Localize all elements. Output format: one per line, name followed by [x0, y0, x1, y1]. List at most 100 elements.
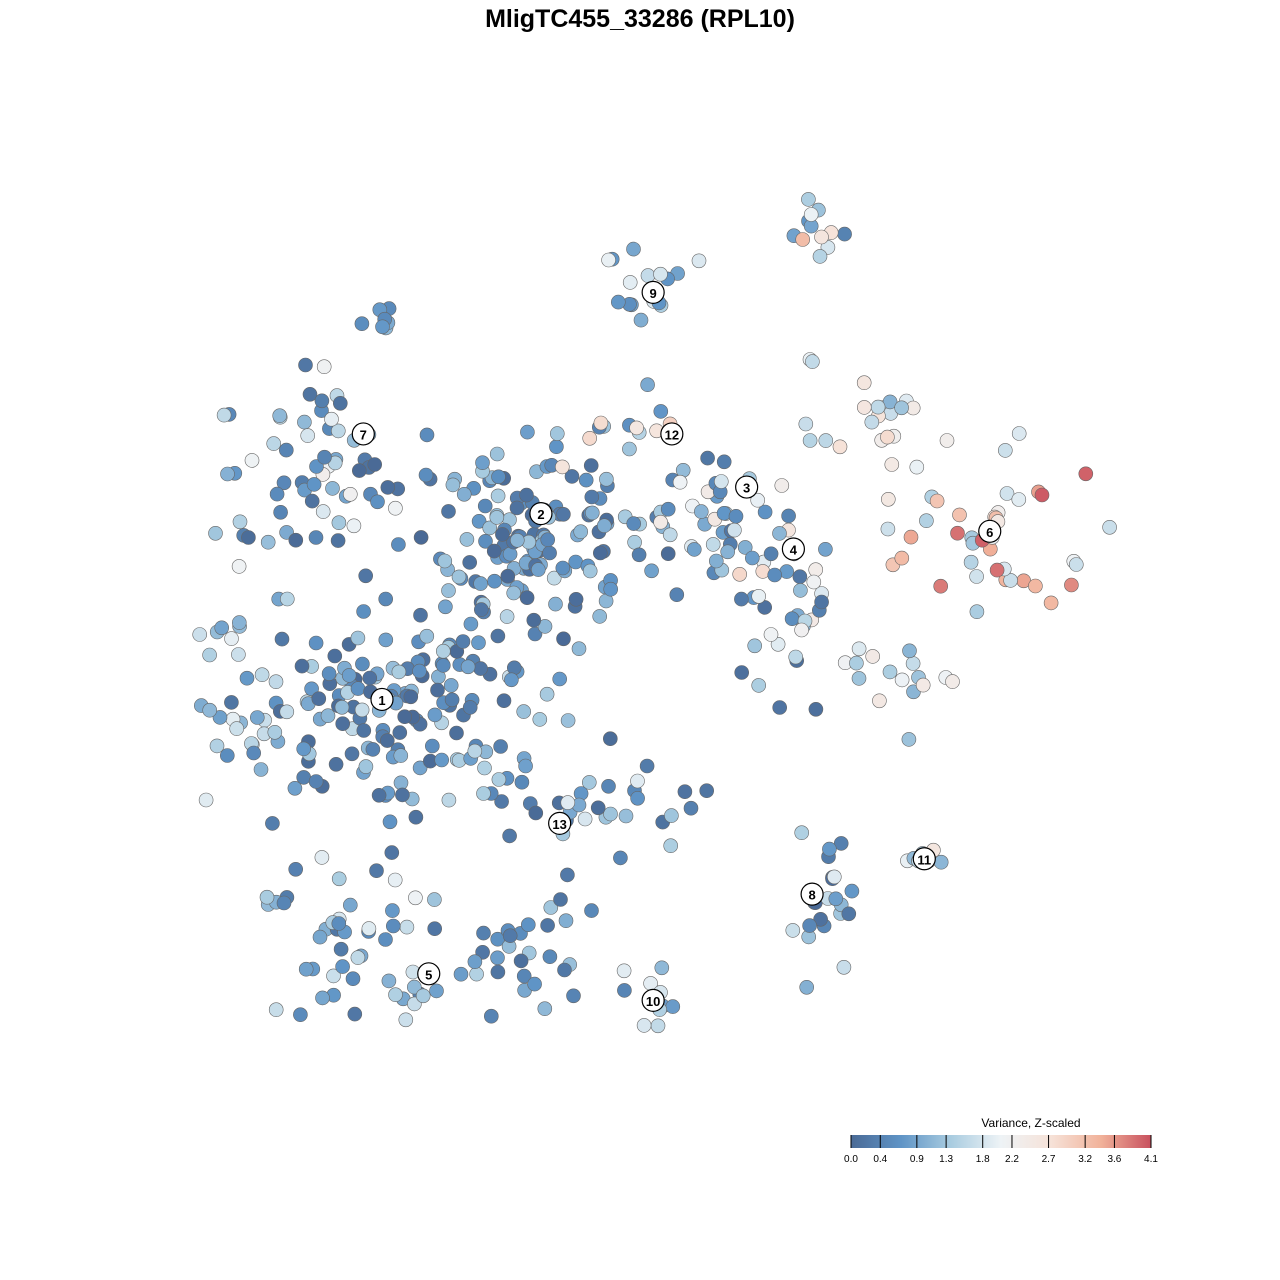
data-point — [328, 756, 344, 772]
data-point — [315, 504, 331, 519]
cluster-label-9: 9 — [641, 280, 665, 304]
data-point — [192, 627, 207, 642]
data-point — [560, 867, 575, 883]
data-point — [311, 691, 327, 707]
data-point — [699, 783, 715, 799]
data-point — [929, 493, 945, 509]
cluster-marker — [641, 280, 665, 304]
data-point — [640, 377, 655, 393]
data-point — [601, 252, 616, 268]
data-point — [901, 732, 917, 747]
data-point — [555, 560, 571, 576]
data-point — [267, 724, 283, 740]
data-point — [344, 746, 360, 762]
data-point — [520, 424, 535, 440]
data-point — [489, 510, 505, 525]
data-point — [818, 541, 833, 557]
data-point — [427, 892, 442, 907]
data-point — [413, 530, 429, 545]
data-point — [716, 454, 732, 470]
cluster-label-text: 10 — [646, 994, 660, 1009]
data-point — [626, 241, 641, 257]
data-point — [393, 775, 409, 791]
data-point — [379, 733, 395, 748]
data-point — [784, 611, 800, 627]
colorbar-legend: Variance, Z-scaled 0.0 0.4 0.9 1.3 1.8 2.2 2.7… — [844, 1116, 1158, 1165]
cluster-marker — [978, 519, 1002, 543]
data-point — [384, 845, 400, 860]
data-point — [441, 792, 457, 808]
data-point — [279, 704, 295, 720]
data-point — [490, 964, 506, 980]
cluster-label-text: 6 — [986, 525, 993, 540]
data-point — [1064, 577, 1079, 593]
data-point — [603, 806, 618, 822]
data-point — [445, 477, 461, 493]
data-point — [393, 748, 409, 763]
data-point — [751, 678, 767, 693]
data-point — [720, 544, 736, 560]
cluster-label-text: 7 — [360, 427, 367, 442]
colorbar-tick-label: 0.0 — [844, 1154, 858, 1165]
data-point — [331, 871, 347, 887]
colorbar-gradient — [851, 1135, 1151, 1148]
data-point — [584, 903, 599, 918]
data-point — [542, 545, 557, 561]
data-point — [662, 527, 678, 543]
data-point — [471, 635, 486, 651]
colorbar-tick-label: 4.1 — [1144, 1154, 1158, 1165]
data-point — [500, 568, 516, 584]
data-point — [905, 656, 921, 671]
cluster-label-text: 3 — [743, 481, 750, 496]
data-point — [232, 615, 247, 630]
data-point — [449, 725, 464, 741]
data-point — [362, 670, 378, 686]
data-point — [806, 574, 822, 590]
data-point — [265, 816, 280, 831]
data-point — [665, 999, 681, 1014]
cluster-label-text: 9 — [650, 286, 657, 301]
data-point — [358, 568, 374, 584]
data-point — [548, 596, 563, 612]
cluster-label-5: 5 — [417, 962, 441, 986]
data-point — [803, 207, 819, 222]
data-point — [202, 702, 217, 718]
data-point — [686, 542, 702, 557]
data-point — [577, 811, 593, 827]
data-point — [851, 641, 867, 657]
data-point — [950, 525, 965, 541]
colorbar-tick-label: 0.4 — [873, 1154, 887, 1165]
data-point — [269, 486, 285, 502]
data-point — [475, 455, 490, 471]
data-point — [880, 429, 895, 445]
data-point — [1102, 519, 1117, 535]
cluster-label-7: 7 — [351, 422, 375, 446]
data-point — [371, 787, 387, 803]
data-point — [837, 226, 852, 242]
data-point — [870, 399, 886, 415]
data-point — [566, 988, 581, 1004]
data-point — [331, 515, 347, 531]
data-point — [583, 458, 599, 473]
data-point — [610, 294, 626, 310]
data-point — [341, 668, 357, 683]
data-point — [509, 532, 525, 548]
data-point — [395, 787, 410, 803]
data-point — [408, 809, 424, 825]
data-point — [528, 805, 544, 821]
cluster-label-text: 12 — [665, 427, 679, 442]
data-point — [444, 692, 460, 708]
data-point — [774, 478, 790, 493]
data-point — [727, 522, 742, 538]
data-point — [437, 553, 453, 569]
data-point — [382, 814, 398, 830]
data-point — [276, 895, 292, 911]
data-point — [325, 481, 340, 496]
data-point — [542, 949, 558, 965]
data-point — [802, 918, 817, 933]
data-point — [268, 674, 284, 690]
data-point — [477, 498, 493, 514]
data-point — [734, 665, 750, 680]
cluster-label-6: 6 — [978, 519, 1002, 543]
data-point — [537, 1001, 553, 1017]
